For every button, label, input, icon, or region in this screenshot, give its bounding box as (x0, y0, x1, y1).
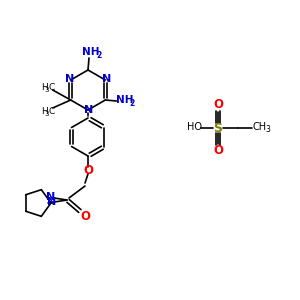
Text: 3: 3 (45, 87, 49, 93)
Text: 2: 2 (96, 52, 102, 61)
Text: N: N (84, 105, 94, 115)
Text: H: H (41, 106, 47, 116)
Text: N: N (65, 74, 74, 84)
Text: S: S (214, 122, 223, 134)
Text: N: N (46, 192, 56, 202)
Text: NH: NH (82, 47, 100, 57)
Text: N: N (102, 74, 111, 84)
Text: C: C (49, 82, 55, 91)
Text: NH: NH (116, 95, 133, 105)
Text: O: O (213, 145, 223, 158)
Text: H: H (41, 82, 47, 91)
Text: 3: 3 (266, 125, 270, 134)
Text: C: C (49, 106, 55, 116)
Text: O: O (213, 98, 223, 112)
Text: CH: CH (253, 122, 267, 132)
Text: O: O (83, 164, 93, 176)
Text: N: N (47, 197, 57, 207)
Text: HO: HO (187, 122, 202, 132)
Text: 3: 3 (45, 111, 49, 117)
Text: 2: 2 (130, 98, 135, 107)
Text: O: O (80, 209, 90, 223)
